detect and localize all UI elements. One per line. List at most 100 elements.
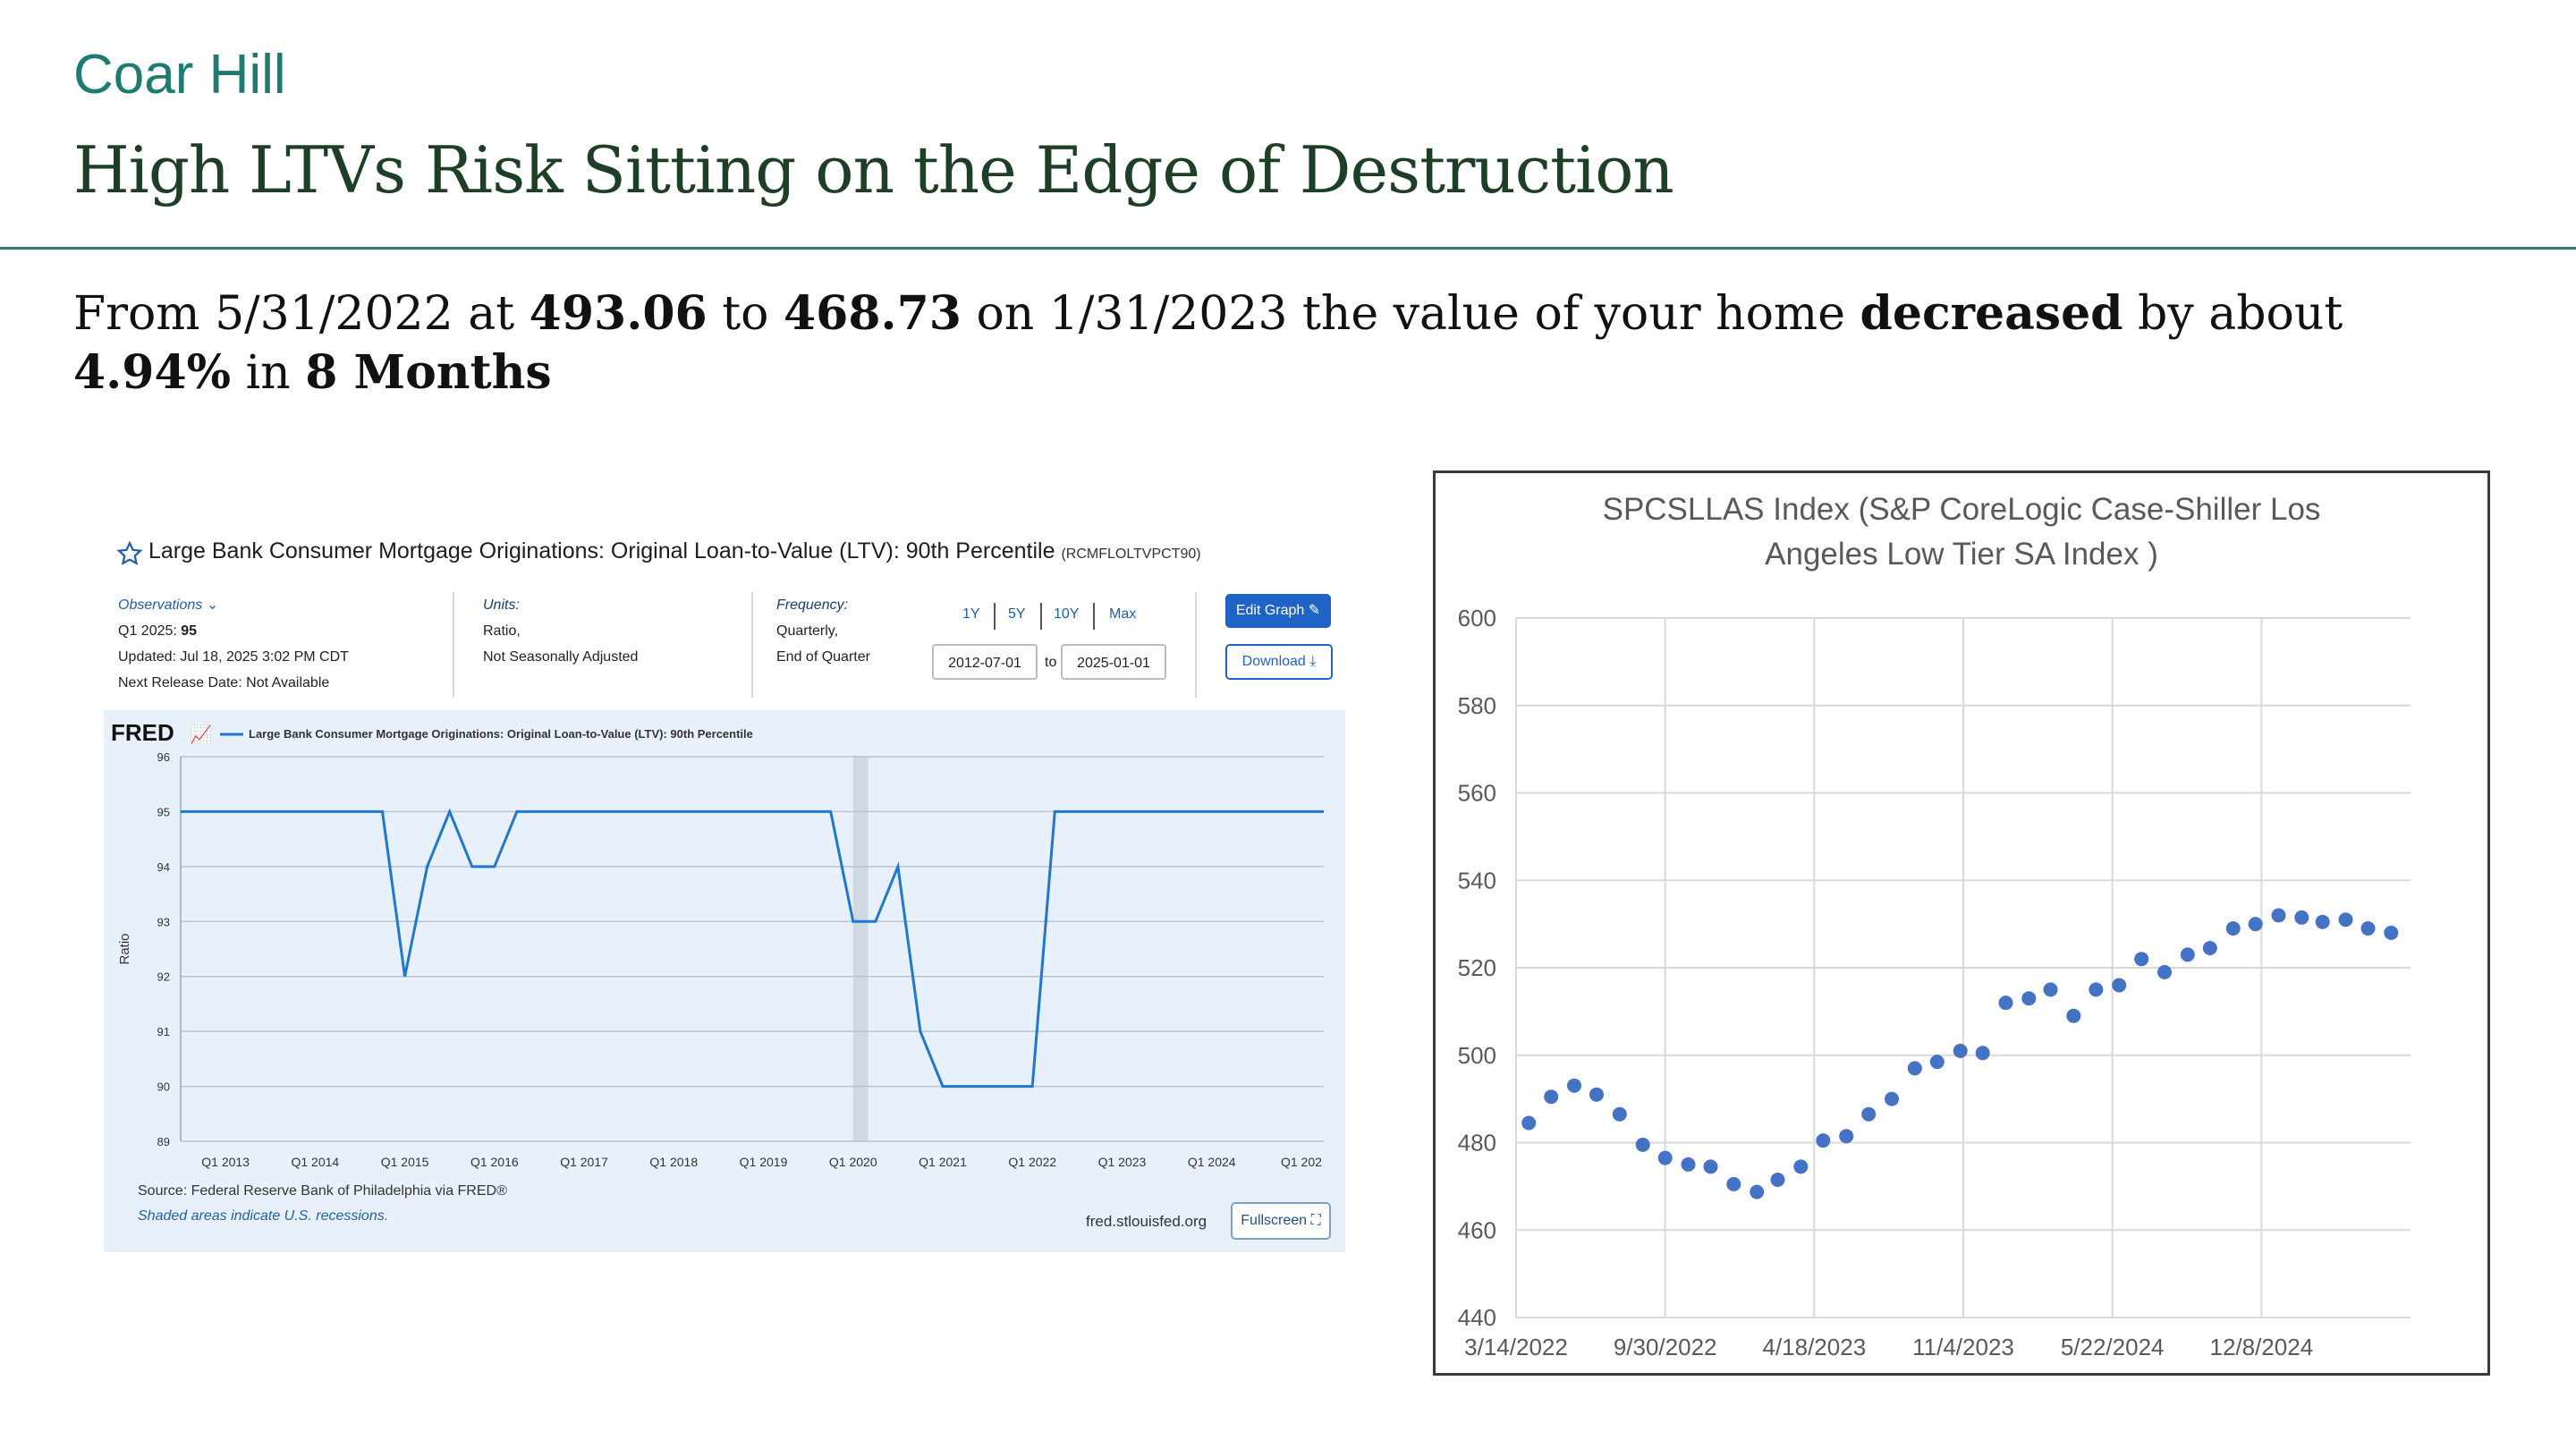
summary-part: by about [2123,287,2343,341]
fred-chart-area: FRED 📈 Large Bank Consumer Mortgage Orig… [104,710,1345,1252]
data-point [2360,921,2376,936]
divider [1093,603,1095,630]
y-tick-label: 94 [157,860,170,874]
date-to-input[interactable]: 2025-01-01 [1061,644,1166,680]
data-point [1929,1055,1945,1070]
y-tick-label: 520 [1458,954,1496,981]
data-point [2225,921,2241,936]
slide-title: High LTVs Risk Sitting on the Edge of De… [73,132,1674,208]
x-tick-label: Q1 2017 [560,1155,608,1169]
x-tick-label: Q1 2014 [291,1155,339,1169]
y-tick-label: 600 [1458,605,1496,631]
data-point [2338,912,2353,928]
data-point [1953,1043,1968,1058]
x-tick-label: Q1 2022 [1008,1155,1056,1169]
y-tick-label: 540 [1458,867,1496,894]
data-point [1770,1173,1785,1187]
chart-title-line-2: Angeles Low Tier SA Index ) [1765,537,2158,572]
summary-start-value: 493.06 [529,286,708,341]
fred-source: Source: Federal Reserve Bank of Philadel… [138,1179,507,1229]
date-from-input[interactable]: 2012-07-01 [932,644,1038,680]
frequency-period: End of Quarter [776,649,870,665]
x-tick-label: 11/4/2023 [1912,1334,2014,1360]
download-icon: ⤓ [1309,654,1317,669]
fred-series-line [181,808,1324,1089]
divider [1195,592,1197,698]
range-1y-button[interactable]: 1Y [962,606,980,622]
star-icon[interactable] [116,540,143,567]
x-tick-label: 4/18/2023 [1762,1334,1866,1360]
data-point [1861,1106,1877,1122]
data-point [1703,1159,1718,1174]
range-5y-button[interactable]: 5Y [1008,606,1026,622]
data-point [1816,1133,1831,1148]
y-tick-label: 480 [1458,1130,1496,1157]
next-release-text: Next Release Date: Not Available [118,675,330,691]
data-point [2112,978,2127,993]
x-tick-label: Q1 2016 [470,1155,519,1169]
x-tick-label: Q1 2018 [649,1155,698,1169]
y-tick-label: 93 [157,915,170,928]
divider [453,592,454,698]
data-point [2315,914,2330,929]
frequency-value: Quarterly, [776,623,839,639]
observations-dropdown[interactable]: Observations [118,597,203,613]
data-point [2202,941,2217,955]
y-tick-label: 96 [157,750,170,764]
data-point [2248,917,2263,932]
obs-quarter: Q1 2025: [118,623,177,639]
fred-site-link[interactable]: fred.stlouisfed.org [1086,1213,1208,1230]
x-tick-label: Q1 2020 [829,1155,877,1169]
x-tick-label: Q1 2015 [381,1155,429,1169]
observations-block: Observations ⌄ Q1 2025: 95 Updated: Jul … [118,592,349,696]
range-max-button[interactable]: Max [1109,606,1137,622]
x-tick-label: Q1 202 [1281,1155,1322,1169]
chart-title-line-1: SPCSLLAS Index (S&P CoreLogic Case-Shill… [1603,492,2321,527]
fred-title-text: Large Bank Consumer Mortgage Origination… [148,538,1055,564]
data-point [2089,982,2104,997]
fred-series-title: Large Bank Consumer Mortgage Origination… [148,538,1201,564]
scatter-chart: SPCSLLAS Index (S&P CoreLogic Case-Shill… [1458,492,2411,1360]
units-block: Units: Ratio, Not Seasonally Adjusted [483,592,638,670]
fred-legend-label: Large Bank Consumer Mortgage Origination… [249,727,753,741]
data-point [1567,1078,1581,1093]
updated-text: Updated: Jul 18, 2025 3:02 PM CDT [118,649,349,665]
brand-name: Coar Hill [73,44,286,106]
data-point [1657,1150,1673,1165]
data-point [1907,1061,1922,1076]
recession-shading [852,757,869,1141]
x-tick-label: Q1 2024 [1188,1155,1236,1169]
edit-graph-button[interactable]: Edit Graph ✎ [1225,594,1331,628]
data-point [2021,991,2037,1006]
summary-direction: decreased [1860,286,2123,341]
chart-icon: 📈 [190,724,212,745]
summary-end-value: 468.73 [783,286,962,341]
summary-part: From 5/31/2022 at [73,287,530,341]
y-axis-label: Ratio [117,933,132,964]
fred-line-chart: FRED 📈 Large Bank Consumer Mortgage Orig… [111,719,1324,1169]
x-tick-label: Q1 2019 [740,1155,788,1169]
data-point [1793,1159,1809,1174]
summary-text: From 5/31/2022 at 493.06 to 468.73 on 1/… [73,284,2488,402]
data-point [2066,1008,2081,1023]
download-button[interactable]: Download ⤓ [1225,644,1333,680]
summary-part: on 1/31/2023 the value of your home [961,287,1860,341]
fullscreen-button[interactable]: Fullscreen ⛶ [1231,1202,1331,1240]
y-tick-label: 89 [157,1135,170,1148]
y-tick-label: 90 [157,1080,170,1094]
range-10y-button[interactable]: 10Y [1054,606,1080,622]
data-point [1589,1087,1604,1102]
chevron-down-icon[interactable]: ⌄ [206,597,219,613]
data-point [2043,982,2058,997]
y-tick-label: 500 [1458,1042,1496,1069]
units-value: Ratio, [483,623,521,639]
summary-percent: 4.94% [73,345,232,400]
frequency-block: Frequency: Quarterly, End of Quarter [776,592,870,670]
y-tick-label: 440 [1458,1304,1496,1331]
data-point [1998,996,2013,1011]
data-point [2157,964,2172,979]
summary-part: in [231,346,306,400]
y-tick-label: 560 [1458,780,1496,807]
y-tick-label: 92 [157,970,170,984]
case-shiller-chart: SPCSLLAS Index (S&P CoreLogic Case-Shill… [1433,470,2490,1376]
